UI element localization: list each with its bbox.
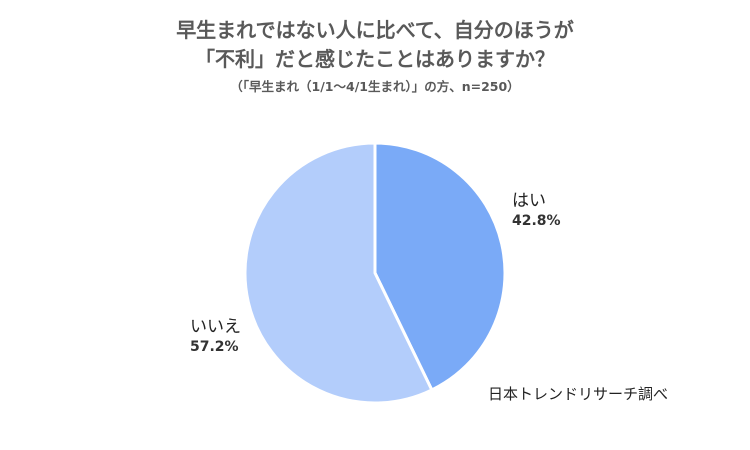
slice-label-yes: はい 42.8% xyxy=(512,186,561,229)
slice-label-no-name: いいえ xyxy=(190,317,241,337)
pie-slices xyxy=(243,141,507,405)
slice-label-yes-value: 42.8% xyxy=(512,213,561,229)
slice-label-yes-name: はい xyxy=(512,191,546,211)
pie-slice-no xyxy=(243,141,434,405)
chart-title-line-1: 早生まれではない人に比べて、自分のほうが xyxy=(176,18,574,42)
slice-label-no-value: 57.2% xyxy=(190,339,239,355)
source-note: 日本トレンドリサーチ調べ xyxy=(488,385,669,403)
slice-label-no: いいえ 57.2% xyxy=(190,312,241,355)
pie-slice-yes xyxy=(373,141,507,392)
chart-title-line-2: 「不利」だと感じたことはありますか？ xyxy=(195,47,555,71)
chart-subtitle: （「早生まれ（1/1～4/1生まれ）」の方、n=250） xyxy=(230,79,520,94)
